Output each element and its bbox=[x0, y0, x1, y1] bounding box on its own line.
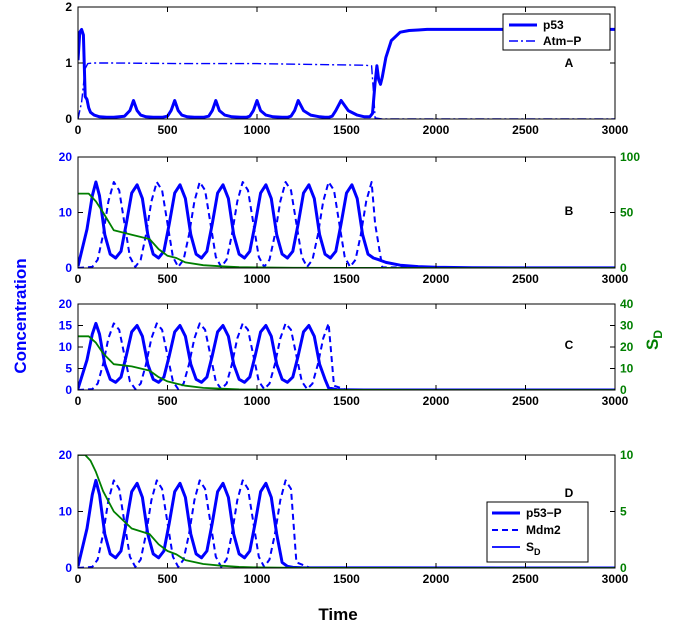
x-tick-label: 0 bbox=[75, 394, 82, 408]
y-right-tick-label: 0 bbox=[620, 261, 627, 275]
sd-main: S bbox=[643, 339, 662, 350]
panel-d: 0 500 1000 1500 2000 2500 3000010200510Dp53−PM… bbox=[59, 448, 634, 586]
y-tick-label: 1 bbox=[65, 56, 72, 70]
legend-sd-sub: D bbox=[534, 547, 541, 557]
legend-label-sd: SD bbox=[526, 540, 541, 557]
x-tick-label: 1500 bbox=[333, 272, 360, 286]
x-tick-label: 1500 bbox=[333, 123, 360, 137]
y-right-tick-label: 10 bbox=[620, 362, 634, 376]
y-axis-label-sd: SD bbox=[643, 330, 665, 350]
x-tick-label: 500 bbox=[157, 123, 177, 137]
x-tick-label: 1000 bbox=[244, 123, 271, 137]
legend-label-p53-p: p53−P bbox=[526, 506, 562, 520]
x-tick-label: 1000 bbox=[244, 272, 271, 286]
y-tick-label: 10 bbox=[59, 505, 73, 519]
y-tick-label: 0 bbox=[65, 112, 72, 126]
y-right-tick-label: 50 bbox=[620, 206, 634, 220]
x-tick-label: 2000 bbox=[423, 572, 450, 586]
y-tick-label: 0 bbox=[65, 261, 72, 275]
axes-box bbox=[77, 156, 616, 269]
x-tick-label: 3000 bbox=[602, 572, 629, 586]
x-tick-label: 1500 bbox=[333, 572, 360, 586]
x-tick-label: 0 bbox=[75, 272, 82, 286]
y-tick-label: 0 bbox=[65, 561, 72, 575]
y-right-tick-label: 0 bbox=[620, 561, 627, 575]
y-right-tick-label: 10 bbox=[620, 448, 634, 462]
y-right-tick-label: 0 bbox=[620, 383, 627, 397]
x-tick-label: 2000 bbox=[423, 394, 450, 408]
y-tick-label: 20 bbox=[59, 297, 73, 311]
legend-label-mdm2: Mdm2 bbox=[526, 523, 561, 537]
x-tick-label: 500 bbox=[157, 572, 177, 586]
y-right-tick-label: 100 bbox=[620, 150, 640, 164]
legend: p53−P Mdm2 SD bbox=[486, 501, 589, 563]
y-tick-label: 0 bbox=[65, 383, 72, 397]
x-tick-label: 1500 bbox=[333, 394, 360, 408]
x-tick-label: 1000 bbox=[244, 572, 271, 586]
legend-box bbox=[502, 13, 611, 51]
series-line-mdm2-b bbox=[78, 181, 615, 268]
y-tick-label: 2 bbox=[65, 0, 72, 14]
legend-label-atm-p: Atm−P bbox=[543, 34, 581, 48]
y-tick-label: 20 bbox=[59, 150, 73, 164]
y-right-tick-label: 5 bbox=[620, 505, 627, 519]
x-tick-label: 2500 bbox=[512, 272, 539, 286]
x-tick-label: 500 bbox=[157, 272, 177, 286]
series-line-atm-p-a bbox=[78, 62, 615, 119]
x-tick-label: 3000 bbox=[602, 272, 629, 286]
x-tick-label: 2500 bbox=[512, 572, 539, 586]
y-tick-label: 10 bbox=[59, 206, 73, 220]
series-line-p53-p-b bbox=[78, 180, 615, 268]
series-line-p53-a bbox=[78, 27, 615, 119]
series-line-p53-p-d bbox=[78, 478, 615, 568]
x-tick-label: 2500 bbox=[512, 123, 539, 137]
x-axis-label-time: Time bbox=[318, 605, 357, 624]
legend-sd-main: S bbox=[526, 540, 534, 554]
y-tick-label: 20 bbox=[59, 448, 73, 462]
y-tick-label: 5 bbox=[65, 362, 72, 376]
sd-subscript: D bbox=[651, 330, 665, 339]
y-right-tick-label: 20 bbox=[620, 340, 634, 354]
x-tick-label: 2000 bbox=[423, 123, 450, 137]
legend: p53 Atm−P bbox=[502, 13, 611, 51]
y-tick-label: 10 bbox=[59, 340, 73, 354]
x-tick-label: 0 bbox=[75, 572, 82, 586]
y-tick-label: 15 bbox=[59, 319, 73, 333]
panel-letter: C bbox=[565, 338, 574, 352]
legend-label-p53: p53 bbox=[543, 18, 564, 32]
y-axis-label-concentration: Concentration bbox=[11, 258, 30, 373]
x-tick-label: 3000 bbox=[602, 394, 629, 408]
y-right-tick-label: 40 bbox=[620, 297, 634, 311]
panel-letter: A bbox=[565, 56, 574, 70]
panel-letter: B bbox=[565, 204, 574, 218]
x-tick-label: 0 bbox=[75, 123, 82, 137]
panel-c: 0 500 1000 1500 2000 2500 30000510152001020304… bbox=[59, 297, 634, 408]
x-tick-label: 2000 bbox=[423, 272, 450, 286]
series-line-p53-p-c bbox=[78, 321, 615, 390]
series-line-mdm2-d bbox=[78, 479, 615, 568]
series-line-mdm2-c bbox=[78, 322, 615, 390]
x-tick-label: 500 bbox=[157, 394, 177, 408]
x-tick-label: 2500 bbox=[512, 394, 539, 408]
x-tick-label: 3000 bbox=[602, 123, 629, 137]
panel-letter: D bbox=[565, 486, 574, 500]
x-tick-label: 1000 bbox=[244, 394, 271, 408]
y-right-tick-label: 30 bbox=[620, 319, 634, 333]
